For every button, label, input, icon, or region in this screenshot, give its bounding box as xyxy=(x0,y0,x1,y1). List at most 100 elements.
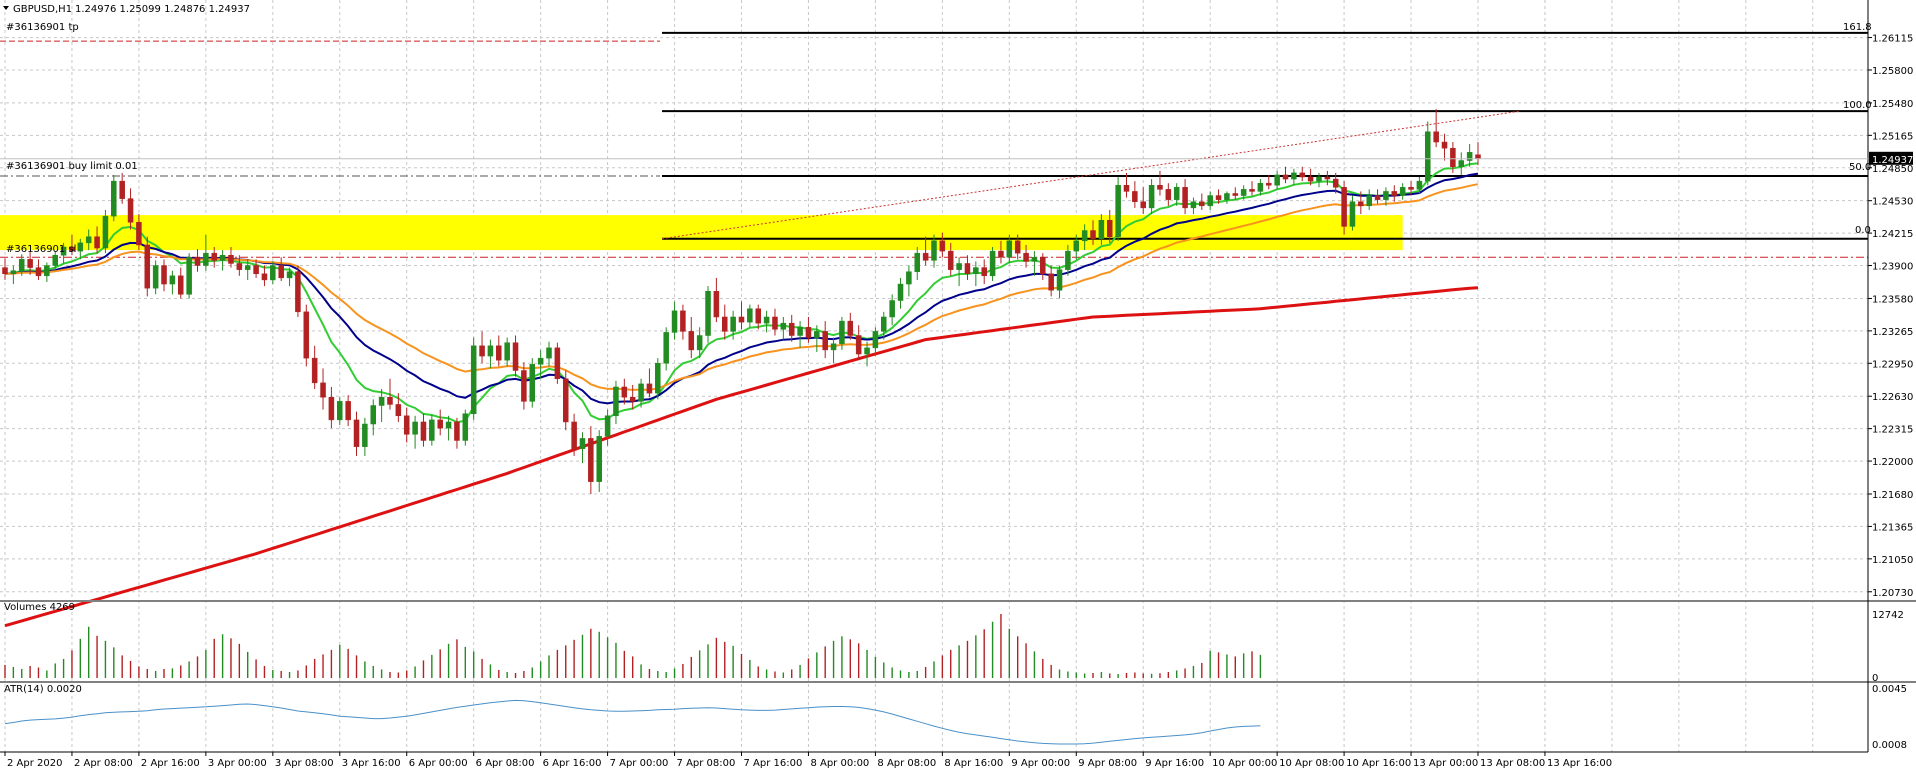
candle-body xyxy=(596,436,602,482)
candle-body xyxy=(454,421,460,441)
price-tick-label: 1.25800 xyxy=(1872,66,1913,77)
candle-body xyxy=(111,180,117,217)
price-tick-label: 1.23580 xyxy=(1872,294,1913,305)
candle-body xyxy=(35,267,42,277)
candle-body xyxy=(989,250,996,277)
candle-body xyxy=(554,347,561,379)
candle-body xyxy=(537,357,544,365)
candle-body xyxy=(228,254,234,264)
fib-label-161: 161.8 xyxy=(1843,22,1872,33)
candle-body xyxy=(144,244,151,289)
candle-body xyxy=(1316,176,1322,182)
candle-body xyxy=(814,331,820,338)
time-tick-label: 7 Apr 16:00 xyxy=(744,758,803,768)
candle-body xyxy=(2,267,8,275)
candle-body xyxy=(1441,141,1448,149)
candle-body xyxy=(1165,189,1172,200)
time-tick-label: 3 Apr 16:00 xyxy=(342,758,401,768)
candle-body xyxy=(747,308,753,323)
candle-body xyxy=(981,267,987,277)
atr-line-path xyxy=(4,699,1261,745)
price-tick-label: 1.24215 xyxy=(1872,229,1913,240)
candle-body xyxy=(479,345,485,357)
fib-label-100: 100.0 xyxy=(1843,100,1872,111)
candle-body xyxy=(1023,252,1029,262)
candle-body xyxy=(1207,195,1213,207)
fib-label-0: 0.0 xyxy=(1855,225,1871,236)
candle-body xyxy=(579,438,586,449)
candle-body xyxy=(370,405,377,425)
candle-body xyxy=(1408,187,1414,190)
candle-body xyxy=(696,335,703,351)
ohlc-values: 1.24976 1.25099 1.24876 1.24937 xyxy=(75,4,250,15)
candle-body xyxy=(1341,187,1347,227)
candle-body xyxy=(529,364,536,402)
candle-body xyxy=(956,263,962,270)
candle-body xyxy=(44,265,50,277)
candle-body xyxy=(805,327,812,338)
candle-body xyxy=(420,421,427,441)
candle-body xyxy=(1123,184,1130,192)
candle-body xyxy=(194,257,201,266)
time-tick-label: 8 Apr 00:00 xyxy=(810,758,869,768)
candle-body xyxy=(161,265,167,285)
candle-body xyxy=(1475,154,1481,160)
price-tick-label: 1.26115 xyxy=(1872,34,1913,45)
ma-200-line xyxy=(4,286,1479,628)
candle-body xyxy=(1433,131,1439,143)
time-tick-label: 6 Apr 08:00 xyxy=(476,758,535,768)
candle-body xyxy=(136,222,142,246)
candle-body xyxy=(462,413,469,441)
current-price-box xyxy=(1869,151,1913,165)
candle-body xyxy=(1299,172,1306,178)
candle-body xyxy=(1257,182,1264,192)
candle-body xyxy=(822,331,828,351)
atr-axis-max: 0.0045 xyxy=(1872,684,1907,695)
candle-body xyxy=(270,265,276,281)
current-price-label: 1.24937 xyxy=(1872,155,1913,166)
candle-body xyxy=(1006,240,1013,258)
candlesticks xyxy=(2,109,1481,494)
candle-body xyxy=(881,316,887,332)
fib-label-50: 50.0 xyxy=(1849,162,1871,173)
price-tick-label: 1.22000 xyxy=(1872,457,1913,468)
candle-body xyxy=(646,383,653,394)
candle-body xyxy=(412,421,418,435)
time-tick-label: 13 Apr 08:00 xyxy=(1480,758,1545,768)
candle-body xyxy=(1065,250,1071,270)
candle-body xyxy=(562,378,569,423)
ma-34-line xyxy=(4,183,1479,391)
ma-10-line xyxy=(4,162,1479,424)
candle-body xyxy=(504,342,510,361)
candle-body xyxy=(1282,174,1289,180)
fibonacci-levels[interactable] xyxy=(661,31,1868,240)
candle-body xyxy=(722,316,728,332)
candle-body xyxy=(152,265,159,289)
candle-body xyxy=(914,252,921,272)
candle-body xyxy=(203,252,209,266)
candle-body xyxy=(1291,172,1297,180)
candle-body xyxy=(236,263,243,270)
candle-body xyxy=(1182,187,1188,209)
candle-body xyxy=(1391,191,1398,196)
price-tick-label: 1.25480 xyxy=(1872,99,1913,110)
candle-body xyxy=(613,386,619,417)
time-tick-label: 8 Apr 16:00 xyxy=(944,758,1003,768)
candle-body xyxy=(496,345,502,361)
candle-body xyxy=(403,415,410,435)
candle-body xyxy=(311,357,318,384)
candle-body xyxy=(855,335,862,355)
time-tick-label: 9 Apr 08:00 xyxy=(1078,758,1137,768)
candle-body xyxy=(1425,131,1431,182)
dropdown-triangle-icon[interactable] xyxy=(3,6,9,10)
candle-body xyxy=(1349,201,1356,227)
time-tick-label: 9 Apr 16:00 xyxy=(1145,758,1204,768)
candle-body xyxy=(1073,240,1080,252)
candle-body xyxy=(872,331,879,349)
candle-body xyxy=(772,316,778,330)
candle-body xyxy=(286,271,293,279)
candle-body xyxy=(1416,180,1423,190)
candle-body xyxy=(487,345,494,357)
price-tick-label: 1.25165 xyxy=(1872,131,1913,142)
